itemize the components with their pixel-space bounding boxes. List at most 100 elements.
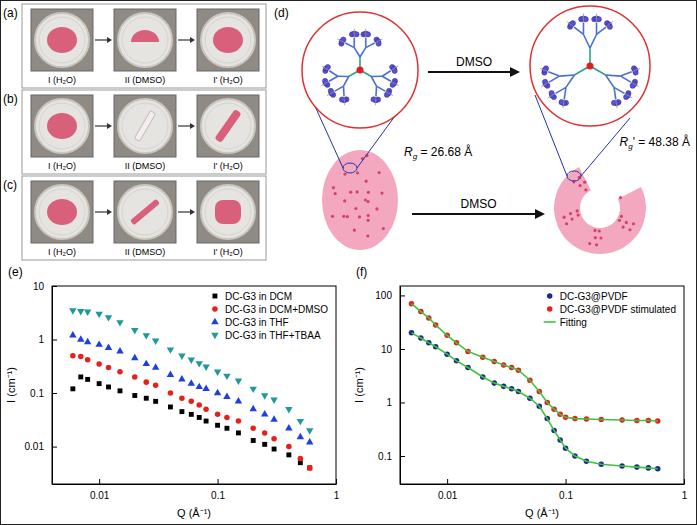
tail — [596, 13, 597, 22]
data-point — [262, 442, 267, 447]
data-point — [306, 438, 313, 444]
petri-dish — [201, 185, 255, 239]
panel-label: (b) — [3, 92, 18, 106]
data-point — [188, 379, 195, 385]
gel-dot — [599, 236, 602, 239]
legend-swatch — [547, 306, 553, 312]
dendron-bond — [371, 75, 382, 77]
gel-dot — [595, 243, 598, 246]
y-tick-label: 100 — [375, 290, 392, 301]
data-point — [214, 389, 221, 395]
dendron-bond — [371, 77, 376, 87]
x-tick-mark — [336, 479, 337, 484]
data-point — [272, 447, 277, 452]
gel-dot — [382, 227, 385, 230]
y-tick-label: 0.1 — [30, 388, 44, 399]
tail — [548, 93, 556, 98]
gel-dot — [355, 190, 358, 193]
gel-dot — [622, 226, 625, 229]
gel-dot — [579, 184, 582, 187]
petri-dish-rim — [122, 103, 168, 149]
x-tick-mark — [684, 479, 685, 484]
panel-label: (d) — [274, 6, 289, 20]
data-point — [178, 375, 185, 381]
y-tick-mark — [400, 402, 405, 403]
petri-dish-rim — [205, 103, 251, 149]
legend-item: DC-G3 in DCM — [212, 291, 292, 302]
dendron-bond — [382, 71, 390, 76]
gel-dot — [569, 212, 572, 215]
legend-label: DC-G3@PVDF stimulated — [560, 304, 676, 315]
data-point — [236, 418, 242, 424]
tail — [616, 99, 617, 108]
x-axis-line — [53, 484, 337, 485]
data-point — [215, 423, 220, 428]
dendron-bond — [329, 76, 338, 81]
y-tick: 0.1 — [30, 388, 57, 399]
y-axis-title: I (cm⁻¹) — [5, 367, 17, 403]
panel-label: (f) — [356, 265, 367, 279]
gel — [47, 113, 77, 139]
data-point — [132, 393, 137, 398]
data-point — [286, 452, 291, 457]
y-tick-label: 1 — [386, 397, 392, 408]
y-tick-mark — [52, 286, 57, 287]
arrow-head — [107, 209, 112, 215]
symbol: R — [620, 135, 629, 149]
panel-label: (a) — [3, 6, 18, 20]
data-point — [153, 382, 159, 388]
end-group — [596, 17, 601, 22]
legend-label: DC-G3 in THF+TBAA — [225, 330, 321, 341]
value: ' = 48.38 Å — [633, 134, 690, 149]
dendron-bond — [353, 38, 355, 48]
arrow-head — [107, 37, 112, 43]
gel — [130, 199, 160, 225]
data-point — [214, 370, 221, 376]
arrow — [428, 71, 512, 73]
gel-dot — [358, 215, 361, 218]
gel-dot — [576, 209, 579, 212]
data-point — [132, 374, 138, 380]
x-tick-mark — [99, 479, 100, 484]
data-point — [179, 395, 185, 401]
tail — [567, 21, 574, 27]
tail — [337, 39, 345, 43]
tail — [375, 96, 376, 105]
x-tick-mark — [218, 479, 219, 484]
dendron-bond — [329, 71, 337, 76]
data-point — [202, 385, 209, 391]
arrow — [95, 211, 109, 212]
y-tick-mark — [400, 349, 405, 350]
y-tick-label: 10 — [33, 281, 45, 292]
data-point — [105, 344, 112, 350]
tail — [583, 13, 584, 22]
dendron-bond — [382, 76, 391, 81]
photo — [114, 181, 176, 243]
data-point — [77, 335, 84, 341]
y-tick: 100 — [375, 290, 405, 301]
legend: DC-G3@PVDFDC-G3@PVDF stimulatedFitting — [544, 291, 676, 328]
data-point — [167, 347, 174, 353]
data-point — [215, 412, 221, 418]
legend-swatch — [544, 321, 556, 323]
data-point — [69, 308, 76, 314]
data-point — [195, 383, 202, 389]
photo — [114, 9, 176, 71]
data-point — [153, 399, 158, 404]
data-point — [261, 410, 268, 416]
petri-dish — [118, 13, 172, 67]
legend-label: DC-G3 in THF — [225, 317, 289, 328]
tail — [540, 68, 548, 71]
gel-dot — [343, 199, 346, 202]
gel — [214, 109, 241, 143]
data-point — [85, 377, 90, 382]
data-point — [189, 412, 194, 417]
data-point — [197, 415, 202, 420]
caption: II (DMSO) — [125, 247, 166, 257]
gel-dot — [563, 216, 566, 219]
petri-dish — [35, 99, 89, 153]
dendron-bond — [621, 72, 632, 76]
gel-dot — [367, 191, 370, 194]
gel-body — [322, 150, 398, 250]
gel-dot — [346, 215, 349, 218]
